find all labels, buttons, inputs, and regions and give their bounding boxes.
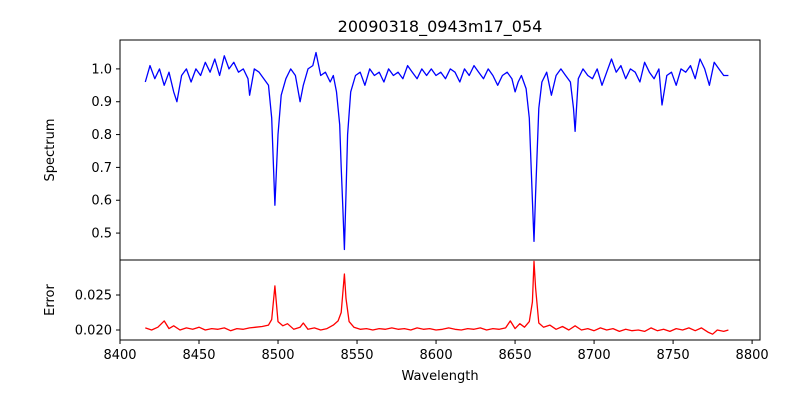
x-tick-label: 8500 bbox=[261, 348, 294, 363]
x-tick-label: 8550 bbox=[340, 348, 373, 363]
error-panel: 0.020 0.025 8400 8450 8500 8550 8600 8650 8700 87… bbox=[75, 259, 769, 363]
error-axes-frame bbox=[119, 259, 761, 341]
x-tick-label: 8600 bbox=[420, 348, 453, 363]
spectrum-panel: 0.5 0.6 0.7 0.8 0.9 1.0 bbox=[91, 39, 761, 261]
y-axis-label-error: Error bbox=[43, 284, 58, 316]
x-axis-label: Wavelength bbox=[401, 369, 478, 384]
x-tick-label: 8450 bbox=[182, 348, 215, 363]
error-series-line bbox=[145, 260, 729, 335]
spectrum-series-line bbox=[144, 51, 729, 251]
spectrum-y-tick-label: 0.9 bbox=[91, 95, 112, 110]
error-y-tick-label: 0.020 bbox=[75, 323, 112, 338]
spectrum-y-tick-label: 0.7 bbox=[91, 161, 112, 176]
x-tick-label: 8700 bbox=[578, 348, 611, 363]
chart-title: 20090318_0943m17_054 bbox=[338, 17, 543, 37]
x-tick-label: 8400 bbox=[103, 348, 136, 363]
error-y-tick-label: 0.025 bbox=[75, 288, 112, 303]
spectrum-y-tick-label: 1.0 bbox=[91, 62, 112, 77]
y-axis-label-spectrum: Spectrum bbox=[43, 119, 58, 182]
x-tick-label: 8800 bbox=[736, 348, 769, 363]
spectrum-y-tick-label: 0.6 bbox=[91, 194, 112, 209]
x-tick-label: 8750 bbox=[657, 348, 690, 363]
spectrum-y-tick-label: 0.5 bbox=[91, 227, 112, 242]
spectrum-y-tick-label: 0.8 bbox=[91, 128, 112, 143]
x-tick-label: 8650 bbox=[499, 348, 532, 363]
